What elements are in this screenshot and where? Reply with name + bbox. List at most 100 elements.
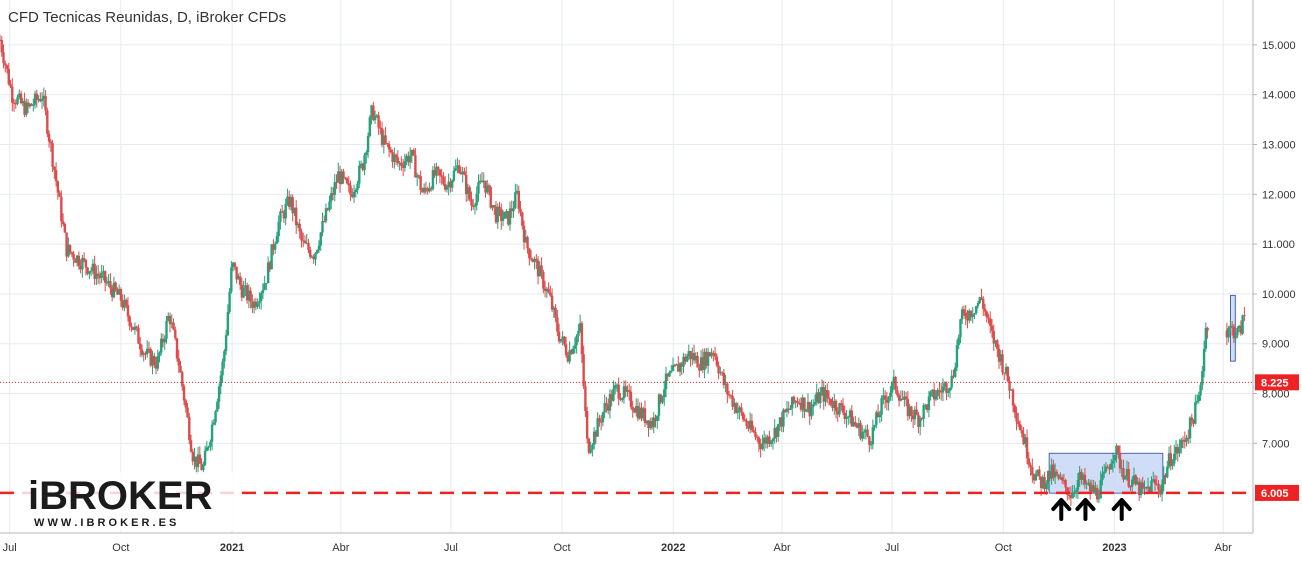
candle-body [869,444,873,446]
candle-body [982,298,985,309]
candle-body [584,386,587,411]
candle-body [1122,468,1125,480]
candle-body [983,308,987,312]
candle-body [675,364,678,366]
candle-body [1080,471,1083,480]
candle-body [776,424,780,437]
candle-body [1124,476,1127,480]
candle-body [275,236,279,244]
candle-body [783,409,787,412]
candle-body [1159,489,1162,495]
candle-body [377,115,380,128]
candle-body [1178,448,1181,454]
candle-body [501,218,505,221]
candle-body [643,408,647,424]
candle-body [273,243,277,250]
candle-body [47,133,51,142]
candle-body [568,350,571,362]
candle-body [335,182,338,184]
time-tick-label: 2022 [661,542,685,554]
candle-body [519,208,522,213]
candle-body [205,447,209,452]
candle-body [195,456,198,468]
candle-body [545,288,549,291]
candle-body [265,283,268,285]
time-axis[interactable]: Jul Oct 2021 Abr Jul Oct 2022 Abr Jul Oct 2023 Abr [0,532,1253,556]
candle-body [1060,477,1064,481]
candle-body [1011,389,1015,406]
candle-body [442,176,445,184]
candle-body [570,350,573,354]
candle-body [28,103,31,107]
candle-body [303,240,307,244]
candle-body [365,152,368,156]
candle-body [249,290,252,302]
candle-body [394,154,398,158]
candle-body [1069,495,1073,499]
candle-body [975,305,978,314]
price-axis[interactable]: 15.000 14.000 13.000 12.000 11.000 10.000 9.00… [1252,0,1302,556]
candle-body [37,99,40,101]
candle-body [126,305,130,317]
candle-body [883,395,887,400]
candle-body [635,406,638,413]
candle-body [624,386,627,392]
candle-body [911,415,915,420]
candle-body [843,412,846,419]
candle-body [1022,433,1025,445]
candle-body [305,242,308,244]
candle-body [1169,453,1172,467]
candle-body [1115,445,1118,455]
candle-body [5,65,9,69]
candle-body [375,115,379,117]
candle-body [559,339,563,342]
candle-body [1038,469,1041,477]
candle-body [755,436,759,438]
time-tick-label: Abr [1215,542,1232,554]
candle-body [16,97,19,104]
candle-body [880,397,883,415]
candle-body [88,271,91,274]
candle-body [277,221,280,237]
candle-body [563,336,566,345]
candle-body [1003,372,1006,374]
candle-body [996,340,999,349]
candle-body [452,170,456,181]
candle-body [626,390,629,392]
candle-body [904,396,908,400]
candle-body [1048,470,1052,479]
candle-body [261,289,265,294]
candle-body [1225,330,1229,338]
candle-body [908,406,911,417]
candle-body [331,193,335,195]
candle-body [412,149,415,155]
candle-body [480,180,484,183]
time-tick-label: 2021 [220,542,244,554]
candle-body [564,344,568,356]
up-arrow-icon [1075,498,1096,521]
candle-body [599,421,603,423]
candle-body [1181,439,1185,441]
candle-body [1106,466,1109,469]
candle-body [414,154,417,178]
candle-body [1138,481,1141,496]
candle-body [610,394,613,401]
candle-body [1078,471,1081,481]
candle-body [1018,424,1022,431]
candle-body [1167,453,1171,467]
candle-body [826,390,829,398]
candle-body [242,287,245,298]
candle-body [1230,325,1234,327]
candle-body [615,384,619,386]
candle-body [0,40,3,53]
candle-body [601,412,605,423]
candle-body [706,352,710,366]
candle-body [833,400,836,408]
candle-body [605,403,608,406]
candle-body [820,387,824,393]
candle-body [617,384,620,399]
candle-body [719,372,722,374]
candle-body [184,400,187,408]
candle-body [310,256,314,258]
